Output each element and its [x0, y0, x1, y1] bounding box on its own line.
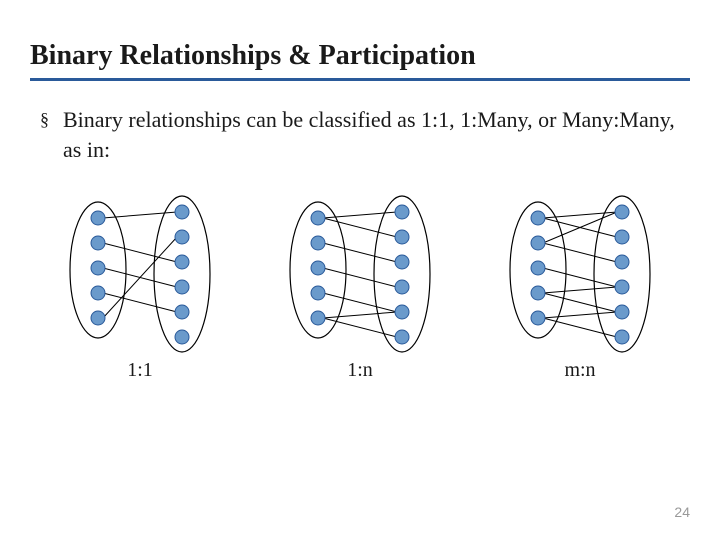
- diagram-label: 1:1: [40, 359, 240, 382]
- entity-dot-right-1: [395, 230, 409, 244]
- bullet-block: § Binary relationships can be classified…: [0, 81, 720, 164]
- diagrams-row: 1:1 1:n m:n: [0, 164, 720, 382]
- entity-dot-right-3: [615, 280, 629, 294]
- mapping-edge: [323, 243, 397, 262]
- entity-dot-right-5: [175, 330, 189, 344]
- entity-dot-right-0: [395, 205, 409, 219]
- entity-dot-left-4: [91, 311, 105, 325]
- mapping-edge: [323, 318, 397, 337]
- entity-dot-left-4: [531, 311, 545, 325]
- entity-dot-right-1: [615, 230, 629, 244]
- mapping-edge: [103, 237, 177, 318]
- entity-dot-right-4: [395, 305, 409, 319]
- entity-dot-left-2: [311, 261, 325, 275]
- entity-dot-left-2: [531, 261, 545, 275]
- mapping-edge: [323, 312, 397, 318]
- mapping-edge: [323, 218, 397, 237]
- mapping-edge: [543, 318, 617, 337]
- entity-dot-right-4: [615, 305, 629, 319]
- mapping-edge: [103, 243, 177, 262]
- diagram-1-1: 1:1: [40, 182, 240, 382]
- entity-dot-left-4: [311, 311, 325, 325]
- entity-dot-left-1: [311, 236, 325, 250]
- entity-dot-right-2: [615, 255, 629, 269]
- diagram-svg: [40, 182, 240, 357]
- mapping-edge: [323, 268, 397, 287]
- entity-dot-right-0: [615, 205, 629, 219]
- slide-title: Binary Relationships & Participation: [0, 0, 720, 78]
- mapping-edge: [543, 312, 617, 318]
- mapping-edge: [543, 287, 617, 293]
- entity-dot-right-5: [395, 330, 409, 344]
- entity-dot-left-2: [91, 261, 105, 275]
- diagram-m-n: m:n: [480, 182, 680, 382]
- entity-dot-left-0: [311, 211, 325, 225]
- bullet-marker: §: [40, 109, 49, 130]
- entity-dot-right-1: [175, 230, 189, 244]
- mapping-edge: [543, 243, 617, 262]
- mapping-edge: [103, 293, 177, 312]
- page-number: 24: [674, 504, 690, 520]
- entity-dot-left-0: [91, 211, 105, 225]
- entity-dot-left-1: [91, 236, 105, 250]
- entity-dot-right-4: [175, 305, 189, 319]
- entity-dot-left-3: [311, 286, 325, 300]
- entity-dot-left-0: [531, 211, 545, 225]
- entity-dot-right-2: [175, 255, 189, 269]
- bullet-text: Binary relationships can be classified a…: [63, 105, 690, 164]
- entity-dot-right-2: [395, 255, 409, 269]
- diagram-svg: [260, 182, 460, 357]
- entity-dot-right-5: [615, 330, 629, 344]
- entity-dot-left-3: [91, 286, 105, 300]
- entity-dot-right-3: [395, 280, 409, 294]
- mapping-edge: [323, 293, 397, 312]
- diagram-label: 1:n: [260, 359, 460, 382]
- entity-dot-left-1: [531, 236, 545, 250]
- entity-dot-right-0: [175, 205, 189, 219]
- diagram-1-n: 1:n: [260, 182, 460, 382]
- diagram-svg: [480, 182, 680, 357]
- entity-dot-left-3: [531, 286, 545, 300]
- entity-dot-right-3: [175, 280, 189, 294]
- diagram-label: m:n: [480, 359, 680, 382]
- mapping-edge: [543, 293, 617, 312]
- mapping-edge: [543, 268, 617, 287]
